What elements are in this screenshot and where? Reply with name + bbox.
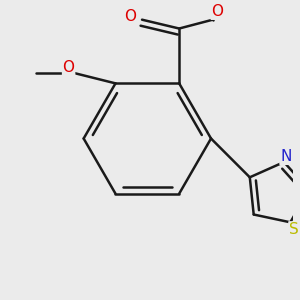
Text: O: O <box>124 9 136 24</box>
Text: N: N <box>280 149 291 164</box>
Text: O: O <box>63 60 75 75</box>
Text: S: S <box>289 222 299 237</box>
Text: O: O <box>211 4 223 19</box>
